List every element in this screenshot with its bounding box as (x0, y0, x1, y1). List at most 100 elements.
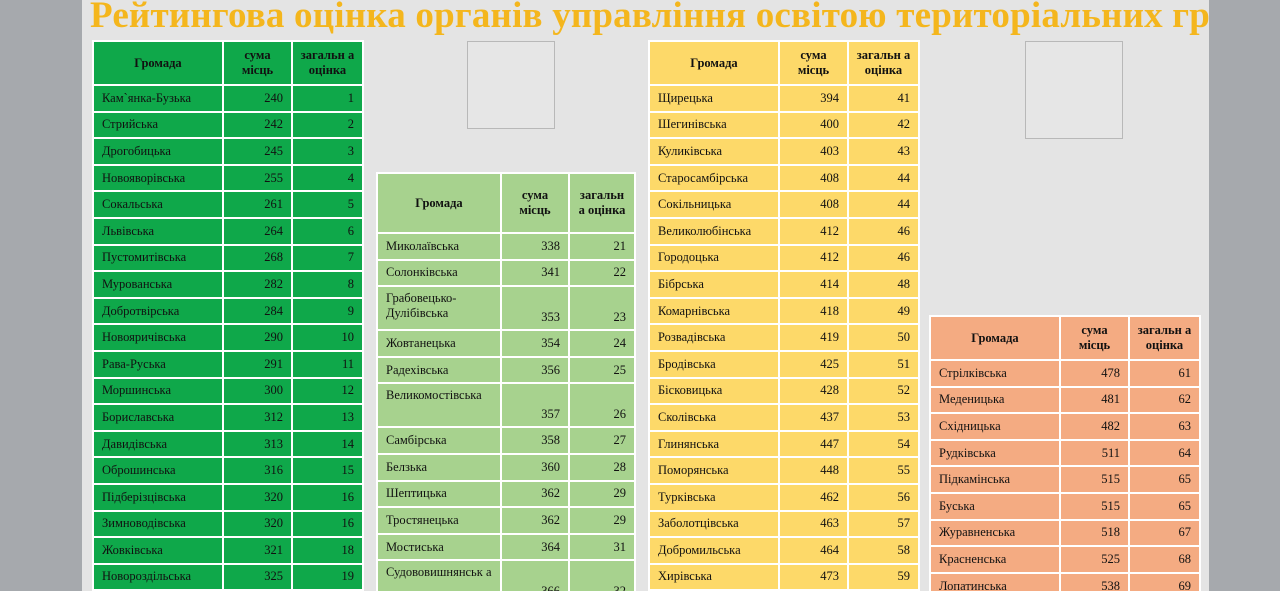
community-name: Зимноводівська (92, 509, 224, 539)
community-name: Меденицька (929, 385, 1061, 415)
sum-of-places: 462 (778, 482, 849, 512)
sum-of-places: 400 (778, 110, 849, 140)
table-row: Бібрська 414 48 (648, 270, 920, 299)
community-name: Радехівська (376, 355, 502, 385)
table-row: Мостиська 364 31 (376, 532, 636, 562)
table-row: Заболотцівська 463 57 (648, 509, 920, 539)
table-row: Рава-Руська 291 11 (92, 349, 364, 379)
sum-of-places: 447 (778, 429, 849, 459)
overall-rank: 10 (291, 323, 364, 352)
community-name: Жовківська (92, 536, 224, 565)
header-sum: сума місць (1059, 315, 1130, 361)
table-row: Поморянська 448 55 (648, 456, 920, 485)
slide: Рейтингова оцінка органів управління осв… (82, 0, 1209, 591)
table-row: Радехівська 356 25 (376, 355, 636, 385)
community-name: Підкамінська (929, 465, 1061, 494)
table-row: Буська 515 65 (929, 491, 1201, 521)
table-row: Оброшинська 316 15 (92, 456, 364, 485)
sum-of-places: 313 (222, 429, 293, 459)
overall-rank: 19 (291, 562, 364, 591)
sum-of-places: 511 (1059, 438, 1130, 468)
header-rank: загальн а оцінка (291, 40, 364, 86)
community-name: Грабовецько-Дулібівська (376, 285, 502, 332)
table-row: Новояворівська 255 4 (92, 163, 364, 193)
sum-of-places: 360 (500, 452, 570, 482)
table-row: Львівська 264 6 (92, 216, 364, 246)
sum-of-places: 428 (778, 376, 849, 406)
sum-of-places: 394 (778, 84, 849, 113)
community-name: Моршинська (92, 376, 224, 406)
table-row: Миколаївська 338 21 (376, 232, 636, 261)
table-row: Самбірська 358 27 (376, 426, 636, 455)
sum-of-places: 464 (778, 536, 849, 565)
table-row: Новороздільська 325 19 (92, 562, 364, 591)
community-name: Буська (929, 491, 1061, 521)
community-name: Новояричівська (92, 323, 224, 352)
overall-rank: 59 (847, 562, 920, 591)
overall-rank: 44 (847, 190, 920, 219)
overall-rank: 46 (847, 243, 920, 273)
sum-of-places: 356 (500, 355, 570, 385)
community-name: Рава-Руська (92, 349, 224, 379)
overall-rank: 13 (291, 403, 364, 432)
community-name: Заболотцівська (648, 509, 780, 539)
sum-of-places: 354 (500, 329, 570, 358)
table-row: Підберізцівська 320 16 (92, 482, 364, 512)
overall-rank: 27 (568, 426, 636, 455)
community-name: Кам`янка-Бузька (92, 84, 224, 113)
table-row: Сокільницька 408 44 (648, 190, 920, 219)
overall-rank: 68 (1128, 545, 1201, 574)
sum-of-places: 418 (778, 296, 849, 326)
table-row: Жовтанецька 354 24 (376, 329, 636, 358)
image-placeholder (467, 41, 555, 129)
overall-rank: 22 (568, 258, 636, 288)
sum-of-places: 448 (778, 456, 849, 485)
community-name: Миколаївська (376, 232, 502, 261)
sum-of-places: 264 (222, 216, 293, 246)
table-row: Східницька 482 63 (929, 412, 1201, 441)
sum-of-places: 291 (222, 349, 293, 379)
table-row: Куликівська 403 43 (648, 137, 920, 166)
community-name: Жовтанецька (376, 329, 502, 358)
sum-of-places: 357 (500, 382, 570, 429)
sum-of-places: 312 (222, 403, 293, 432)
overall-rank: 21 (568, 232, 636, 261)
table-row: Кам`янка-Бузька 240 1 (92, 84, 364, 113)
overall-rank: 63 (1128, 412, 1201, 441)
sum-of-places: 478 (1059, 359, 1130, 388)
overall-rank: 1 (291, 84, 364, 113)
community-name: Великолюбінська (648, 216, 780, 246)
overall-rank: 7 (291, 243, 364, 273)
sum-of-places: 481 (1059, 385, 1130, 415)
overall-rank: 5 (291, 190, 364, 219)
community-name: Сокільницька (648, 190, 780, 219)
overall-rank: 53 (847, 403, 920, 432)
overall-rank: 55 (847, 456, 920, 485)
sum-of-places: 255 (222, 163, 293, 193)
sum-of-places: 284 (222, 296, 293, 326)
header-sum: сума місць (222, 40, 293, 86)
header-rank: загальн а оцінка (568, 172, 636, 234)
sum-of-places: 515 (1059, 491, 1130, 521)
community-name: Новояворівська (92, 163, 224, 193)
overall-rank: 31 (568, 532, 636, 562)
overall-rank: 8 (291, 270, 364, 299)
sum-of-places: 525 (1059, 545, 1130, 574)
table-row: Стрілківська 478 61 (929, 359, 1201, 388)
community-name: Львівська (92, 216, 224, 246)
sum-of-places: 341 (500, 258, 570, 288)
community-name: Бориславська (92, 403, 224, 432)
community-name: Комарнівська (648, 296, 780, 326)
overall-rank: 46 (847, 216, 920, 246)
community-name: Підберізцівська (92, 482, 224, 512)
sum-of-places: 518 (1059, 518, 1130, 548)
table-row: Турківська 462 56 (648, 482, 920, 512)
table-row: Сколівська 437 53 (648, 403, 920, 432)
sum-of-places: 242 (222, 110, 293, 140)
community-name: Добротвірська (92, 296, 224, 326)
table-row: Глинянська 447 54 (648, 429, 920, 459)
overall-rank: 52 (847, 376, 920, 406)
community-name: Городоцька (648, 243, 780, 273)
overall-rank: 64 (1128, 438, 1201, 468)
overall-rank: 32 (568, 559, 636, 591)
